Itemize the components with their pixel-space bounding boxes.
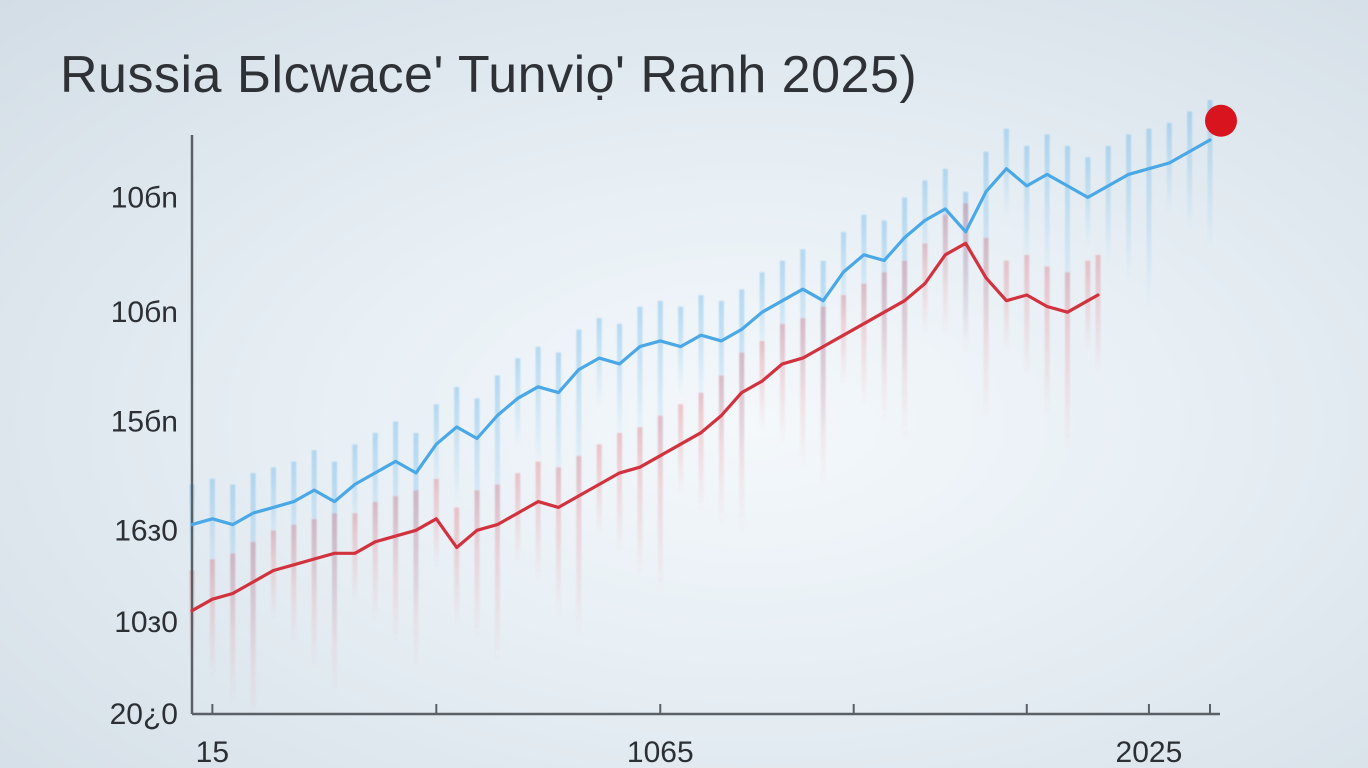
series-band-mark xyxy=(1003,260,1009,351)
series-band-mark xyxy=(535,461,541,582)
series-band-mark xyxy=(474,490,480,641)
series-band-mark xyxy=(902,260,908,441)
series-band-mark xyxy=(739,352,745,533)
y-tick-label: 15бn xyxy=(111,405,178,438)
series-band-mark xyxy=(230,553,236,704)
series-band-mark xyxy=(494,375,500,556)
series-band-mark xyxy=(596,444,602,535)
series-band-mark xyxy=(922,243,928,334)
series-band-mark xyxy=(515,358,521,449)
y-tick-label: 20¿0 xyxy=(110,698,178,731)
series-band-mark xyxy=(270,530,276,621)
series-band-mark xyxy=(1003,128,1009,219)
series-band-mark xyxy=(1085,157,1091,248)
series-band-mark xyxy=(494,484,500,665)
series-band-mark xyxy=(372,432,378,553)
y-axis-ticks: 10бn 10бn 15бn 16з0 10з0 20¿0 xyxy=(110,181,178,731)
x-tick-label: 1065 xyxy=(627,736,694,768)
series-band-mark xyxy=(596,318,602,409)
series-band-mark xyxy=(759,341,765,432)
series-band-mark xyxy=(820,306,826,487)
x-tick-label: 2025 xyxy=(1116,736,1183,768)
series-band-mark xyxy=(1044,266,1050,417)
series-band-mark xyxy=(759,272,765,363)
series-band-mark xyxy=(942,214,948,335)
series-band-mark xyxy=(963,203,969,354)
series-band-mark xyxy=(433,404,439,495)
series-line-1 xyxy=(190,138,1212,527)
series-band-mark xyxy=(861,214,867,335)
chart-title: Russia Бlcwace' Tunviọ' Ranh 2025) xyxy=(60,46,917,104)
series-band-mark xyxy=(922,180,928,271)
series-band-mark xyxy=(861,283,867,404)
series-band-mark xyxy=(718,375,724,526)
series-bands xyxy=(189,100,1213,722)
y-tick-label: 10бn xyxy=(111,181,178,214)
series-band-mark xyxy=(637,306,643,457)
series-band-mark xyxy=(1085,260,1091,351)
series-band-mark xyxy=(393,496,399,647)
series-band-mark xyxy=(413,490,419,671)
series-band-mark xyxy=(1166,122,1172,213)
annotations xyxy=(1205,104,1237,137)
series-band-mark xyxy=(1024,145,1030,266)
series-band-mark xyxy=(617,323,623,444)
series-band-mark xyxy=(1024,254,1030,375)
series-band-mark xyxy=(678,306,684,397)
series-lines xyxy=(190,138,1212,613)
y-tick-label: 10бn xyxy=(111,296,178,329)
series-band-mark xyxy=(1146,128,1152,309)
series-band-mark xyxy=(250,541,256,722)
x-tick-label: 15 xyxy=(196,736,229,768)
series-band-mark xyxy=(1207,100,1213,250)
series-band-mark xyxy=(1064,272,1070,453)
series-band-mark xyxy=(555,467,561,618)
x-axis-ticks: 15 1065 2025 xyxy=(196,704,1211,768)
series-band-mark xyxy=(881,272,887,423)
series-band-mark xyxy=(209,559,215,680)
series-band-mark xyxy=(291,461,297,582)
highlight-marker xyxy=(1205,104,1237,137)
series-band-mark xyxy=(555,352,561,503)
series-band-mark xyxy=(270,467,276,558)
series-band-mark xyxy=(454,507,460,628)
series-band-mark xyxy=(1064,145,1070,326)
series-band-mark xyxy=(1105,145,1111,266)
series-band-mark xyxy=(1187,111,1193,232)
series-band-mark xyxy=(372,501,378,622)
series-band-mark xyxy=(332,513,338,694)
series-band-mark xyxy=(474,398,480,549)
series-band-mark xyxy=(779,323,785,444)
series-band-mark xyxy=(617,432,623,553)
series-band-mark xyxy=(209,478,215,599)
series-band-mark xyxy=(983,237,989,418)
series-band-mark xyxy=(678,404,684,495)
series-band-mark xyxy=(657,300,663,481)
series-band-mark xyxy=(841,295,847,386)
series-band-mark xyxy=(576,329,582,510)
series-band-mark xyxy=(352,513,358,604)
series-band-mark xyxy=(311,519,317,670)
series-band-mark xyxy=(433,478,439,569)
series-band-mark xyxy=(515,473,521,564)
series-band-mark xyxy=(657,415,663,596)
y-tick-label: 10з0 xyxy=(114,606,178,639)
series-band-mark xyxy=(454,387,460,507)
series-band-mark xyxy=(698,295,704,416)
series-band-mark xyxy=(637,427,643,578)
series-band-mark xyxy=(291,524,297,645)
series-band-mark xyxy=(352,444,358,535)
series-band-mark xyxy=(800,318,806,469)
series-band-mark xyxy=(779,260,785,381)
series-band-mark xyxy=(576,455,582,636)
series-band-mark xyxy=(1044,134,1050,285)
series-line-2 xyxy=(190,241,1100,613)
series-band-mark xyxy=(1126,134,1132,285)
y-tick-label: 16з0 xyxy=(114,514,178,547)
series-band-mark xyxy=(841,232,847,323)
series-band-mark xyxy=(698,392,704,513)
series-band-mark xyxy=(1095,254,1101,375)
series-band-mark xyxy=(535,346,541,467)
